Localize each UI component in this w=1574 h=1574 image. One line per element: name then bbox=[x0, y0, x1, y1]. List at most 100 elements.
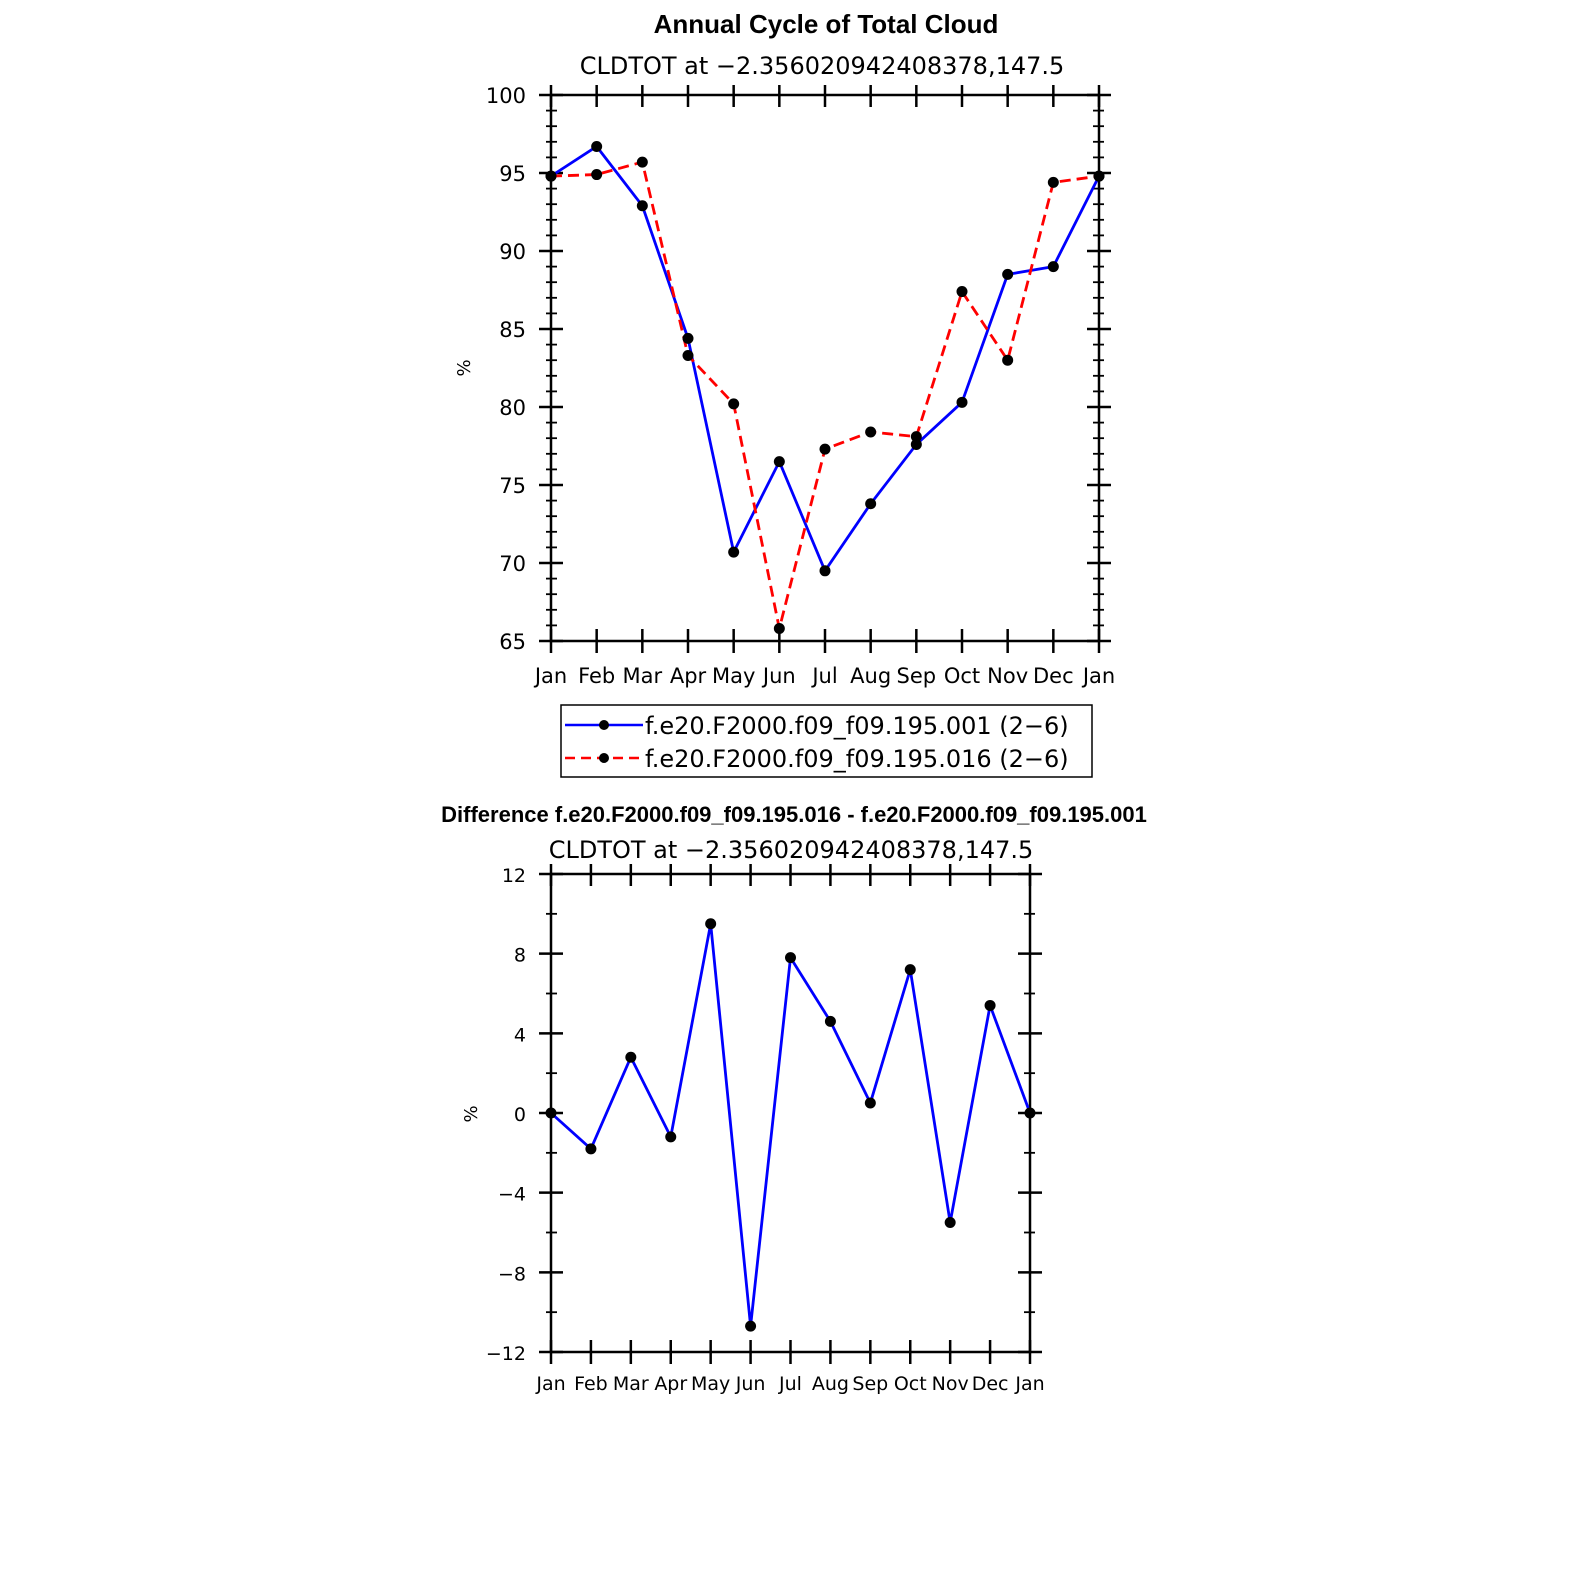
series-2-point bbox=[910, 431, 922, 443]
chart2-axes bbox=[539, 864, 1042, 1364]
x-tick-label: Oct bbox=[944, 664, 980, 688]
x-tick-label: Aug bbox=[812, 1373, 849, 1395]
series-2-point bbox=[1002, 354, 1014, 366]
legend-marker-series-2 bbox=[599, 753, 609, 763]
x-tick-label: Jul bbox=[778, 1373, 802, 1395]
series-1-point bbox=[665, 1131, 677, 1143]
series-1-point bbox=[984, 999, 996, 1011]
y-tick-label: 100 bbox=[486, 84, 526, 108]
legend-label-series-2: f.e20.F2000.f09_f09.195.016 (2−6) bbox=[645, 745, 1069, 773]
x-tick-label: Dec bbox=[1033, 664, 1074, 688]
series-1-point bbox=[1002, 268, 1014, 280]
series-1-point bbox=[773, 456, 785, 468]
x-tick-label: Aug bbox=[850, 664, 891, 688]
series-1-point bbox=[910, 438, 922, 450]
y-tick-label: −4 bbox=[498, 1184, 526, 1206]
x-tick-label: Nov bbox=[932, 1373, 969, 1395]
x-tick-label: Sep bbox=[897, 664, 937, 688]
x-tick-label: Jan bbox=[535, 1373, 565, 1395]
x-tick-label: May bbox=[712, 664, 755, 688]
y-tick-label: −12 bbox=[486, 1343, 526, 1365]
chart2-series bbox=[545, 918, 1036, 1332]
series-line-1 bbox=[550, 922, 1032, 1328]
y-tick-label: −8 bbox=[498, 1263, 526, 1285]
annual-cycle-chart: Annual Cycle of Total Cloud CLDTOT at −2… bbox=[454, 9, 1115, 778]
x-tick-label: Apr bbox=[670, 664, 707, 688]
series-1-point bbox=[636, 200, 648, 212]
y-tick-label: 65 bbox=[499, 630, 526, 654]
series-1-point bbox=[728, 546, 740, 558]
series-1-point bbox=[824, 1015, 836, 1027]
series-2-point bbox=[728, 398, 740, 410]
series-1-point bbox=[625, 1051, 637, 1063]
plot-frame bbox=[549, 872, 1032, 1354]
series-1-point bbox=[545, 1107, 557, 1119]
x-tick-label: Apr bbox=[654, 1373, 687, 1395]
series-1-point bbox=[904, 964, 916, 976]
series-2-point bbox=[819, 443, 831, 455]
legend-label-series-1: f.e20.F2000.f09_f09.195.001 (2−6) bbox=[645, 712, 1069, 740]
x-tick-label: Feb bbox=[578, 664, 615, 688]
x-tick-label: Nov bbox=[987, 664, 1028, 688]
series-1-point bbox=[585, 1143, 597, 1155]
series-1-point bbox=[944, 1217, 956, 1229]
chart1-title: Annual Cycle of Total Cloud bbox=[654, 9, 999, 39]
chart2-subtitle: CLDTOT at −2.356020942408378,147.5 bbox=[549, 836, 1034, 864]
y-tick-label: 95 bbox=[499, 162, 526, 186]
x-tick-label: Jun bbox=[735, 1373, 766, 1395]
x-tick-label: Mar bbox=[623, 664, 663, 688]
series-2-point bbox=[1093, 170, 1105, 182]
difference-chart: Difference f.e20.F2000.f09_f09.195.016 -… bbox=[441, 802, 1147, 1395]
legend-marker-series-1 bbox=[599, 720, 609, 730]
series-2-point bbox=[773, 623, 785, 635]
y-tick-label: 12 bbox=[502, 865, 526, 887]
x-tick-label: Dec bbox=[972, 1373, 1009, 1395]
series-1-point bbox=[1024, 1107, 1036, 1119]
x-tick-label: Jan bbox=[1014, 1373, 1044, 1395]
series-2-point bbox=[636, 156, 648, 168]
series-2-point bbox=[545, 170, 557, 182]
x-tick-label: Jan bbox=[1081, 664, 1115, 688]
series-1-point bbox=[785, 952, 796, 964]
x-tick-label: May bbox=[691, 1373, 730, 1395]
y-tick-label: 90 bbox=[499, 240, 526, 264]
series-1-point bbox=[705, 918, 717, 930]
y-tick-label: 0 bbox=[514, 1104, 526, 1126]
series-1-point bbox=[1047, 261, 1059, 273]
x-tick-label: Jan bbox=[533, 664, 567, 688]
y-tick-label: 80 bbox=[499, 396, 526, 420]
series-1-point bbox=[819, 565, 831, 577]
chart2-x-tick-labels: Jan Feb Mar Apr May Jun Jul Aug Sep Oct Nov Dec Jan bbox=[535, 1373, 1044, 1395]
series-1-point bbox=[865, 498, 877, 510]
chart1-subtitle: CLDTOT at −2.356020942408378,147.5 bbox=[580, 52, 1065, 80]
chart1-series bbox=[545, 140, 1105, 635]
series-2-point bbox=[956, 286, 968, 298]
series-2-point bbox=[591, 169, 603, 181]
x-tick-label: Oct bbox=[894, 1373, 927, 1395]
chart1-legend: f.e20.F2000.f09_f09.195.001 (2−6) f.e20.… bbox=[560, 704, 1093, 778]
series-line-2 bbox=[550, 160, 1100, 630]
series-line-1 bbox=[550, 145, 1101, 573]
y-tick-label: 4 bbox=[514, 1024, 526, 1046]
series-2-point bbox=[1047, 176, 1059, 188]
x-tick-label: Feb bbox=[574, 1373, 608, 1395]
x-tick-label: Sep bbox=[852, 1373, 888, 1395]
x-tick-label: Mar bbox=[613, 1373, 649, 1395]
plot-frame bbox=[549, 93, 1101, 643]
chart1-y-tick-labels: 65 70 75 80 85 90 95 100 bbox=[486, 84, 526, 654]
legend-box bbox=[560, 704, 1093, 778]
series-1-point bbox=[682, 332, 694, 344]
x-tick-label: Jul bbox=[810, 664, 837, 688]
y-tick-label: 85 bbox=[499, 318, 526, 342]
chart2-y-tick-labels: −12 −8 −4 0 4 8 12 bbox=[486, 865, 526, 1365]
chart2-title: Difference f.e20.F2000.f09_f09.195.016 -… bbox=[441, 802, 1147, 827]
series-2-point bbox=[682, 350, 694, 362]
chart1-ylabel: % bbox=[454, 359, 475, 376]
x-tick-label: Jun bbox=[761, 664, 796, 688]
series-1-point bbox=[591, 140, 603, 152]
series-1-point bbox=[956, 396, 968, 408]
chart2-ylabel: % bbox=[461, 1105, 482, 1122]
chart1-axes bbox=[539, 85, 1111, 653]
y-tick-label: 8 bbox=[514, 945, 526, 967]
